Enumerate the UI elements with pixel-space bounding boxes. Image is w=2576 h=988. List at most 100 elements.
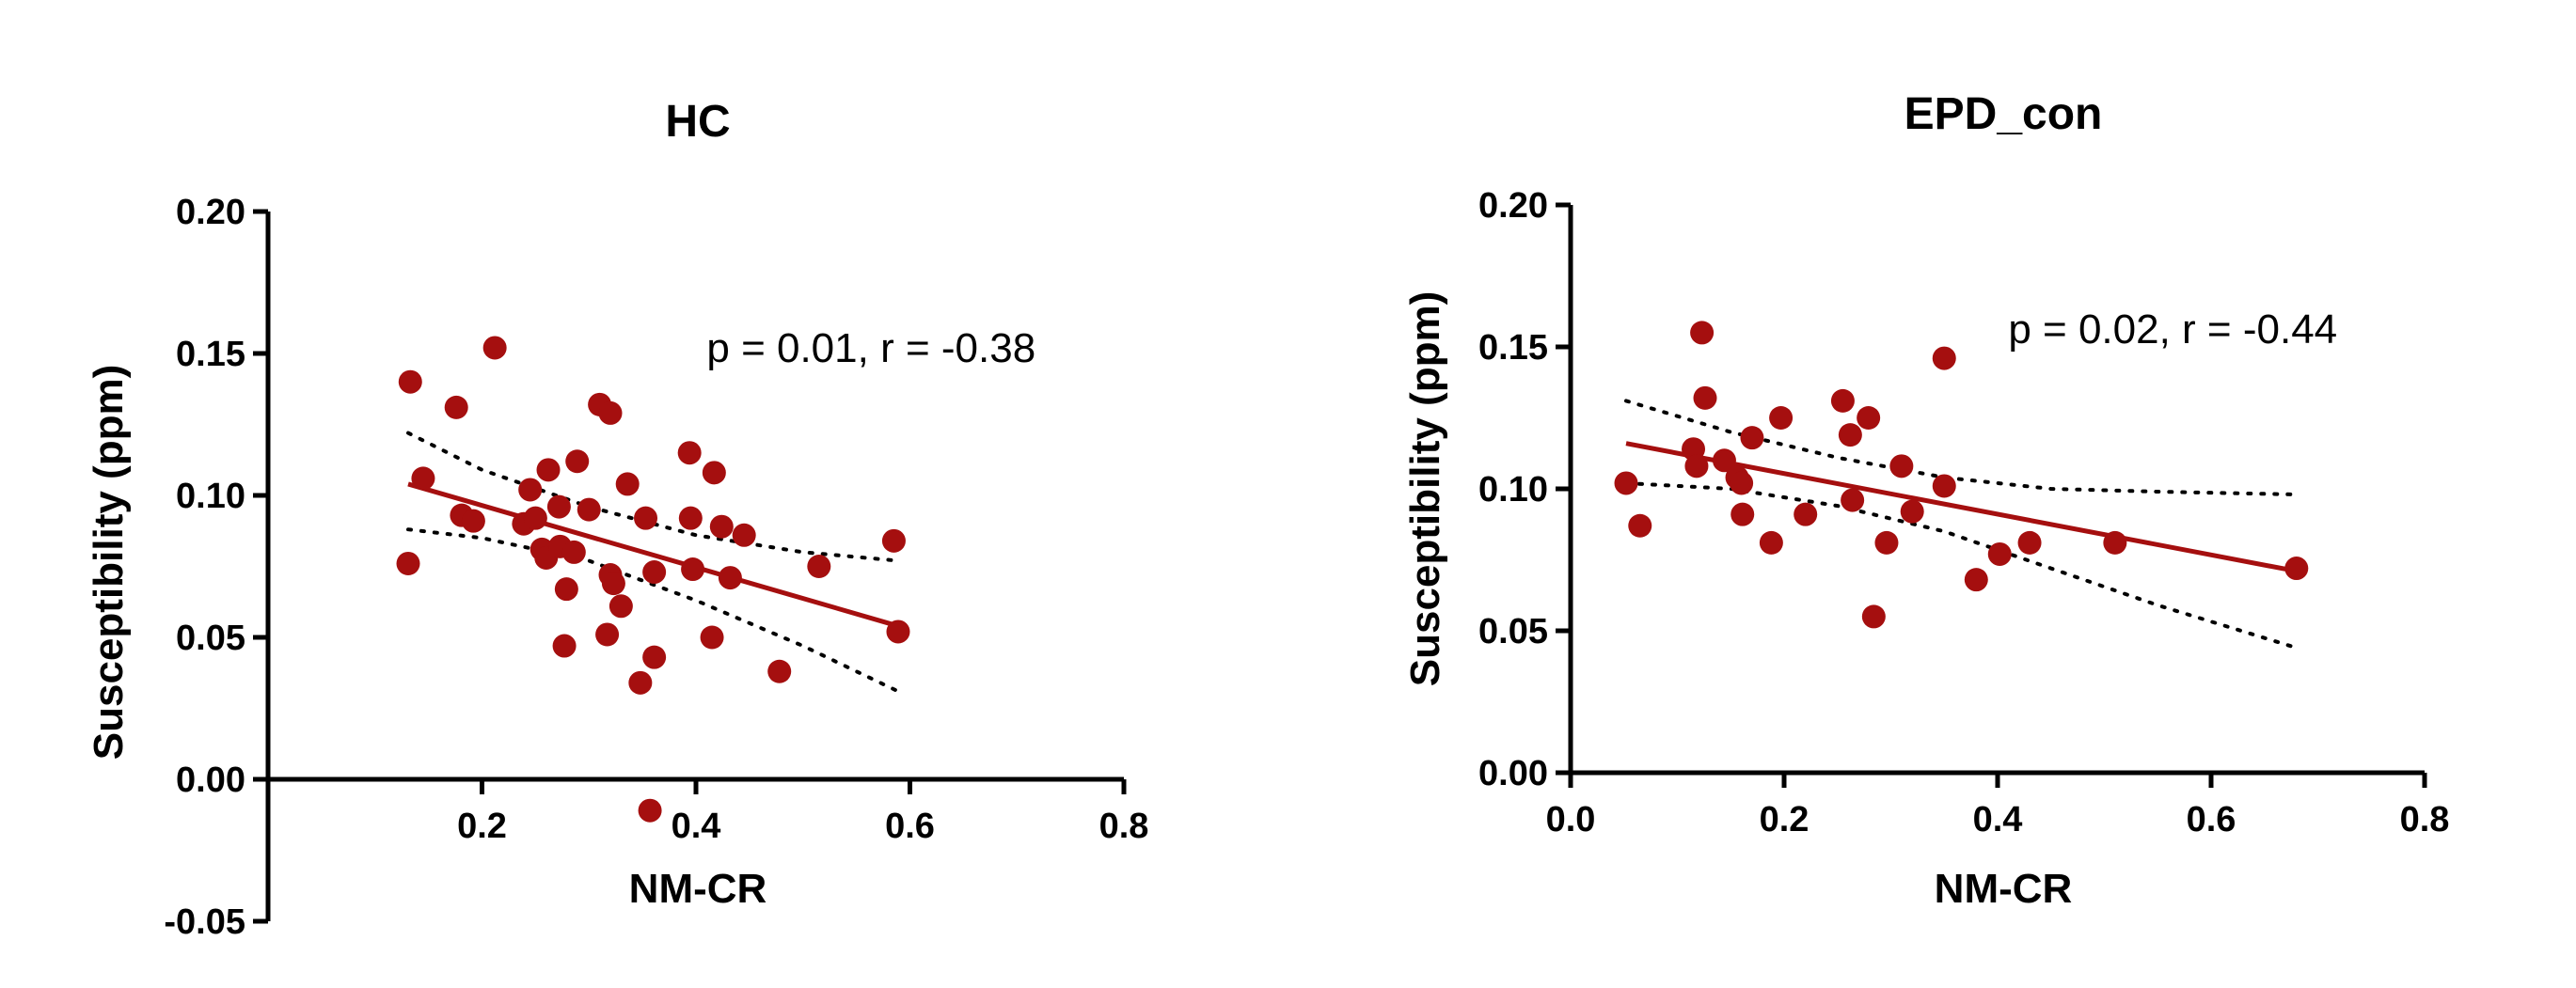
data-point <box>1690 321 1715 345</box>
x-tick-label: 0.2 <box>1760 800 1810 839</box>
ci-lower-line <box>1624 481 2299 651</box>
data-point <box>577 497 601 522</box>
regression-line-group <box>407 481 899 629</box>
x-tick-label: 0.6 <box>885 807 935 846</box>
data-point <box>1964 568 1988 592</box>
data-point <box>2017 530 2042 555</box>
data-point <box>1740 426 1764 450</box>
y-tick-label: 0.05 <box>1478 612 1548 651</box>
data-point <box>2103 530 2127 555</box>
data-point <box>565 449 590 474</box>
data-point <box>561 540 586 564</box>
stats-annotation: p = 0.01, r = -0.38 <box>706 325 1035 371</box>
data-point <box>536 458 561 482</box>
x-tick-label: 0.4 <box>1973 800 2023 839</box>
chart-title: HC <box>665 97 730 147</box>
data-point <box>642 645 667 669</box>
data-point <box>1874 530 1899 555</box>
data-point <box>709 514 734 539</box>
data-point <box>1628 513 1652 538</box>
data-point <box>552 634 577 658</box>
data-point <box>601 572 625 596</box>
data-point <box>396 551 420 575</box>
data-point <box>886 619 910 644</box>
ci-lower-line <box>406 527 900 694</box>
data-point <box>1684 454 1709 478</box>
data-point <box>1614 471 1638 495</box>
ci-upper-line <box>406 431 900 563</box>
data-point <box>1693 385 1717 410</box>
x-tick-label: 0.6 <box>2187 800 2236 839</box>
data-point <box>1987 541 2012 566</box>
data-point <box>702 461 726 485</box>
chart-panel-epd-con: EPD_con Susceptibility (ppm) NM-CR p = 0… <box>1402 89 2449 912</box>
data-point <box>1889 454 1914 478</box>
x-axis-label: NM-CR <box>629 866 767 912</box>
data-point <box>598 400 623 425</box>
y-tick-label: 0.10 <box>1478 470 1548 510</box>
regression-line <box>407 481 899 629</box>
data-point <box>1841 488 1865 512</box>
data-point <box>554 577 578 602</box>
y-tick-label: 0.00 <box>1478 754 1548 793</box>
regression-line-group <box>1625 441 2298 574</box>
data-point <box>681 557 705 582</box>
data-point <box>1731 502 1755 526</box>
x-tick-label: 0.8 <box>1099 807 1149 846</box>
scatter-points <box>396 336 910 823</box>
y-tick-label: 0.10 <box>176 477 245 516</box>
data-point <box>461 509 485 533</box>
data-point <box>1857 406 1881 430</box>
y-tick-label: 0.00 <box>176 761 245 800</box>
data-point <box>1759 530 1783 555</box>
data-point <box>1769 406 1794 430</box>
data-point <box>2284 557 2309 581</box>
data-point <box>411 466 435 491</box>
data-point <box>634 506 658 530</box>
y-tick-label: 0.20 <box>176 193 245 232</box>
data-point <box>628 670 653 695</box>
data-point <box>595 622 620 647</box>
data-point <box>718 566 742 590</box>
data-point <box>881 528 906 553</box>
data-point <box>608 594 633 619</box>
scatter-points <box>1614 321 2309 629</box>
data-point <box>615 472 640 496</box>
x-tick-label: 0.8 <box>2400 800 2450 839</box>
data-point <box>546 494 571 519</box>
confidence-band <box>1624 399 2299 651</box>
axes: -0.05 0.00 0.05 0.10 0.15 0.20 0.2 0.4 0.6 0.8 <box>164 193 1148 942</box>
y-tick-label: 0.05 <box>176 619 245 658</box>
y-tick-label: -0.05 <box>164 902 245 942</box>
data-point <box>523 506 547 530</box>
data-point <box>678 506 703 530</box>
chart-title: EPD_con <box>1904 89 2103 139</box>
data-point <box>444 395 468 419</box>
x-tick-label: 0.4 <box>672 807 721 846</box>
x-axis-label: NM-CR <box>1935 866 2073 912</box>
y-tick-label: 0.15 <box>1478 328 1548 368</box>
axes: 0.00 0.05 0.10 0.15 0.20 0.0 0.2 0.4 0.6 0.8 <box>1478 186 2449 839</box>
data-point <box>677 441 702 465</box>
stats-annotation: p = 0.02, r = -0.44 <box>2008 306 2337 353</box>
y-tick-label: 0.15 <box>176 335 245 374</box>
regression-line <box>1625 441 2298 574</box>
data-point <box>1932 474 1956 498</box>
chart-panel-hc: HC Susceptibility (ppm) NM-CR p = 0.01, … <box>86 97 1148 942</box>
data-point <box>1932 346 1956 370</box>
data-point <box>1900 499 1924 524</box>
data-point <box>1730 471 1754 495</box>
y-axis-label: Susceptibility (ppm) <box>86 365 132 760</box>
data-point <box>807 555 831 578</box>
data-point <box>1838 423 1862 447</box>
x-tick-label: 0.0 <box>1546 800 1596 839</box>
x-tick-label: 0.2 <box>457 807 507 846</box>
y-tick-label: 0.20 <box>1478 186 1548 226</box>
y-axis-label: Susceptibility (ppm) <box>1402 291 1448 686</box>
data-point <box>1712 448 1736 473</box>
data-point <box>1861 604 1886 629</box>
data-point <box>638 798 662 823</box>
data-point <box>642 560 667 585</box>
data-point <box>767 659 792 683</box>
